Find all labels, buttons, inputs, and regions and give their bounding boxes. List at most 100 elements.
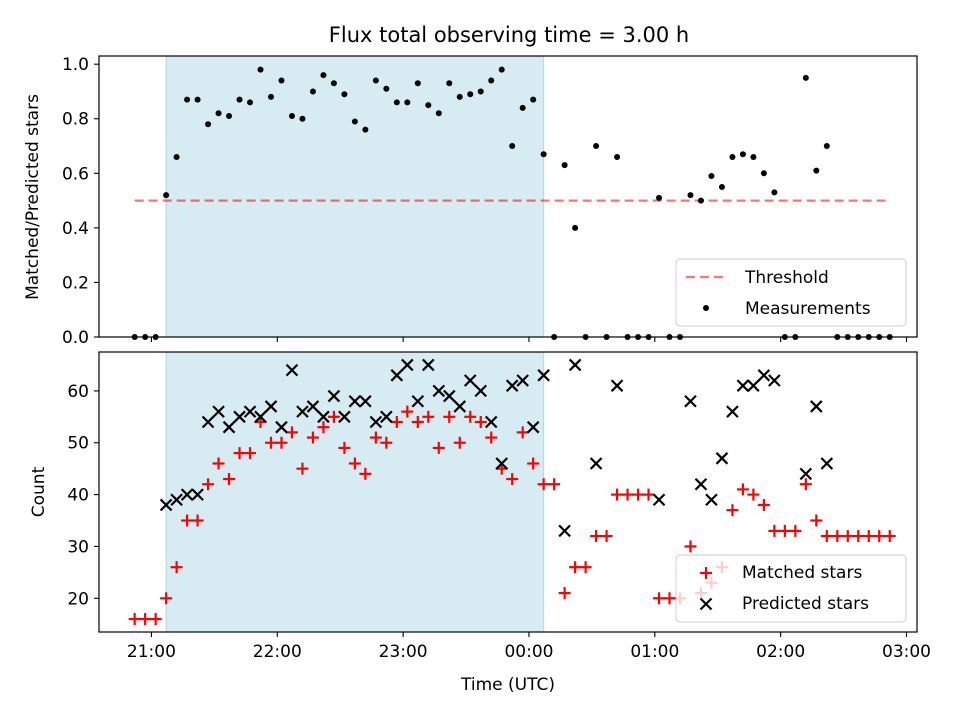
measurement-point [750, 153, 757, 160]
predicted-point [820, 457, 834, 470]
predicted-point [180, 488, 194, 501]
observing-window-shade [165, 55, 545, 338]
predicted-point [338, 410, 351, 424]
predicted-point [705, 493, 718, 507]
y-tick-label: 0.6 [62, 164, 89, 184]
measurement-point [236, 96, 243, 103]
y-tick-label: 50 [67, 434, 89, 454]
matched-point [569, 561, 582, 574]
predicted-point [359, 394, 372, 408]
predicted-point [526, 420, 540, 434]
legend-predicted-marker [699, 597, 713, 611]
axes-frame [98, 351, 918, 633]
predicted-point [348, 394, 362, 408]
matched-point [348, 457, 361, 470]
measurement-point [393, 99, 400, 106]
predicted-point [568, 358, 582, 372]
predicted-stars-points [159, 358, 834, 538]
predicted-point [799, 467, 813, 481]
x-tick-label: 23:00 [379, 642, 428, 662]
predicted-point [159, 498, 173, 512]
matched-point [212, 457, 225, 470]
x-tick-label: 21:00 [127, 642, 176, 662]
matched-point [149, 613, 162, 626]
measurement-points [131, 66, 893, 340]
predicted-point [170, 493, 183, 507]
matched-point [139, 613, 152, 626]
measurement-point [267, 93, 274, 100]
x-tick-label: 01:00 [630, 642, 679, 662]
measurement-point [488, 77, 495, 84]
measurement-point [163, 192, 170, 199]
measurement-point [372, 77, 379, 84]
matched-point [244, 447, 257, 460]
predicted-point [442, 389, 456, 403]
bottom-panel: 21:00 22:00 23:00 00:00 01:00 02:00 03:00 20 30 4… [29, 351, 931, 662]
matched-point [810, 514, 823, 527]
measurement-point [205, 121, 212, 128]
measurement-point [561, 162, 568, 169]
measurement-point [320, 72, 327, 79]
measurement-point [226, 113, 233, 120]
measurement-point [614, 153, 621, 160]
measurement-point [278, 77, 285, 84]
legend-matched-label: Matched stars [742, 563, 862, 583]
predicted-point [275, 420, 288, 434]
measurement-point [477, 88, 484, 95]
matched-point [736, 483, 749, 496]
predicted-point [652, 493, 666, 507]
matched-point [223, 473, 236, 486]
matched-point [160, 592, 173, 605]
matched-point [285, 426, 298, 439]
predicted-point [453, 400, 467, 413]
predicted-point [306, 400, 320, 413]
measurement-point [519, 104, 526, 111]
legend-measurement-swatch [703, 305, 709, 311]
top-legend: Threshold Measurements [675, 258, 907, 327]
matched-point [485, 431, 498, 444]
measurement-point [760, 170, 767, 177]
matched-point [789, 524, 802, 537]
measurement-point [362, 126, 369, 133]
y-tick-label: 30 [67, 537, 89, 557]
matched-point [747, 488, 760, 501]
matched-point [369, 431, 382, 444]
measurement-point [299, 115, 306, 122]
measurement-point [425, 102, 432, 109]
observing-window-shade [165, 351, 545, 633]
measurement-point [656, 194, 663, 201]
matched-point [306, 431, 319, 444]
predicted-point [684, 394, 697, 408]
predicted-point [212, 405, 225, 418]
y-tick-label: 0.2 [62, 273, 89, 293]
matched-point [862, 530, 875, 543]
measurement-point [739, 151, 746, 158]
matched-point [527, 457, 540, 470]
x-tick-label: 00:00 [504, 642, 553, 662]
measurement-point [194, 96, 201, 103]
measurement-point [572, 224, 579, 231]
matched-point [799, 478, 812, 491]
legend-measurement-label: Measurements [745, 299, 871, 319]
predicted-point [726, 405, 739, 418]
measurement-point [467, 91, 474, 98]
legend-threshold-label: Threshold [744, 268, 829, 288]
measurement-point [540, 151, 547, 158]
measurement-point [593, 143, 600, 150]
matched-point [820, 530, 833, 543]
predicted-point [516, 374, 529, 387]
measurement-point [173, 153, 180, 160]
measurement-point [718, 183, 725, 190]
matched-point [537, 478, 550, 491]
matched-point [873, 530, 886, 543]
predicted-point [810, 400, 823, 413]
matched-point [548, 478, 561, 491]
matched-point [558, 587, 571, 600]
measurement-point [414, 80, 421, 87]
x-tick-label: 02:00 [756, 642, 805, 662]
predicted-point [296, 405, 309, 418]
predicted-point [369, 415, 383, 429]
top-y-axis-label: Matched/Predicted stars [23, 94, 43, 300]
matched-point [296, 462, 309, 475]
